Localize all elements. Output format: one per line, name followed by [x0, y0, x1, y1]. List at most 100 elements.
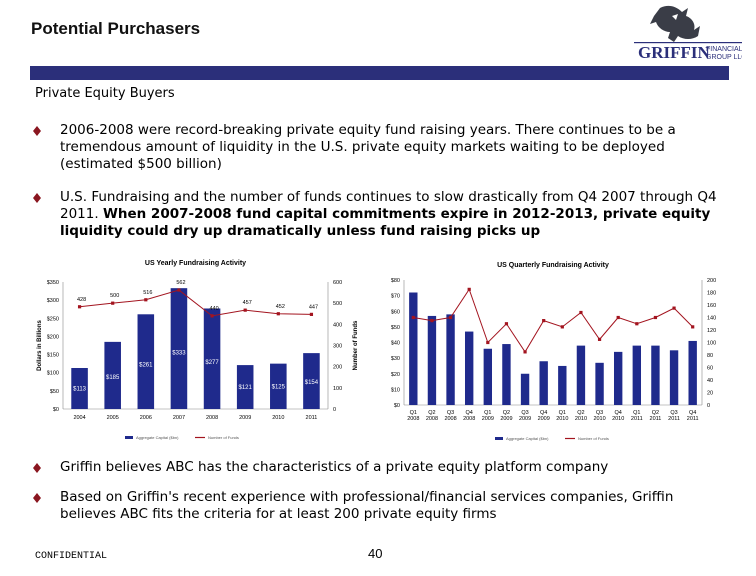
bar-value-label: $113 [73, 387, 87, 393]
y2-tick-label: 200 [333, 365, 342, 371]
line-point [309, 312, 314, 316]
chart-bar [236, 365, 254, 409]
x-tick-label: Q2 [652, 410, 659, 416]
bullet-diamond-icon [33, 463, 41, 473]
y-tick-label: $80 [391, 278, 400, 284]
line-point [111, 301, 115, 305]
line-point [467, 287, 471, 291]
y2-tick-label: 120 [707, 328, 716, 334]
chart-bar [270, 363, 287, 409]
line-point [243, 308, 247, 312]
chart-bar [203, 308, 221, 409]
line-value-label: 457 [243, 300, 252, 306]
bar-value-label: $277 [205, 360, 219, 366]
y2-tick-label: 40 [707, 378, 713, 384]
chart-bar [71, 367, 88, 409]
page-number: 40 [368, 546, 383, 561]
x-tick-label: 2011 [650, 416, 662, 422]
chart-bar [502, 344, 511, 405]
legend-swatch-bar [125, 436, 133, 439]
line-point [635, 322, 639, 326]
y-tick-label: $50 [50, 389, 59, 395]
y2-tick-label: 60 [707, 366, 713, 372]
y2-tick-label: 80 [707, 353, 713, 359]
line-point [523, 350, 527, 354]
company-logo: GRIFFIN FINANCIAL GROUP LLC [612, 2, 746, 62]
chart-bar [427, 315, 437, 405]
chart-bar [613, 351, 623, 405]
x-tick-label: 2008 [407, 416, 419, 422]
chart-bar [669, 350, 679, 405]
line-point [504, 322, 509, 326]
y-tick-label: $0 [394, 403, 400, 409]
x-tick-label: 2010 [593, 416, 605, 422]
page-title: Potential Purchasers [31, 19, 201, 38]
x-tick-label: 2011 [631, 416, 643, 422]
x-tick-label: Q3 [521, 410, 528, 416]
x-tick-label: Q4 [689, 410, 696, 416]
legend-label: Number of Funds [578, 436, 609, 441]
y-axis-title: Dollars in Billions [37, 320, 43, 371]
bullet-text: U.S. Fundraising and the number of funds… [60, 189, 717, 239]
y-tick-label: $20 [391, 372, 400, 378]
bullet-diamond-icon [33, 193, 41, 203]
x-tick-label: 2008 [444, 416, 456, 422]
x-tick-label: 2011 [306, 415, 318, 421]
chart-bar [632, 345, 642, 405]
bar-value-label: $121 [239, 385, 253, 391]
x-tick-label: 2008 [463, 416, 475, 422]
y2-tick-label: 400 [333, 322, 342, 328]
line-value-label: 447 [309, 304, 318, 310]
x-tick-label: Q1 [633, 410, 640, 416]
x-tick-label: 2009 [538, 416, 550, 422]
line-point [691, 325, 695, 329]
bullet-diamond-icon [33, 493, 41, 503]
chart-bar [520, 373, 530, 405]
line-point [597, 337, 602, 341]
chart-bar [688, 340, 697, 405]
y2-tick-label: 100 [333, 386, 342, 392]
x-tick-label: 2010 [556, 416, 568, 422]
chart-bar [409, 292, 418, 405]
line-point [144, 298, 148, 302]
section-title: Private Equity Buyers [35, 86, 175, 101]
line-point [210, 314, 214, 318]
line-value-label: 440 [209, 306, 218, 312]
chart-bar [595, 362, 604, 405]
y-tick-label: $10 [391, 387, 400, 393]
legend-label: Number of Funds [208, 435, 239, 440]
y-tick-label: $200 [47, 334, 59, 340]
chart-bar [464, 331, 474, 405]
bullet-text: Based on Griffin's recent experience wit… [60, 489, 674, 522]
x-tick-label: Q3 [670, 410, 677, 416]
y-tick-label: $350 [47, 280, 59, 286]
chart-line-series [79, 289, 312, 317]
x-tick-label: 2011 [668, 416, 680, 422]
y2-tick-label: 180 [707, 291, 716, 297]
line-point [672, 306, 676, 310]
chart-title: US Quarterly Fundraising Activity [497, 262, 609, 269]
chart-bar [170, 288, 188, 409]
bar-value-label: $125 [272, 385, 286, 391]
legend-swatch-bar [495, 437, 503, 440]
legend-label: Aggregate Capital ($bn) [136, 435, 179, 440]
x-tick-label: 2009 [239, 415, 251, 421]
y2-tick-label: 300 [333, 344, 342, 350]
chart-title: US Yearly Fundraising Activity [145, 260, 246, 267]
x-tick-label: 2008 [426, 416, 438, 422]
bullet-text: 2006-2008 were record-breaking private e… [60, 122, 676, 172]
chart-bar [104, 341, 121, 409]
y2-tick-label: 600 [333, 280, 342, 286]
y2-tick-label: 140 [707, 316, 716, 322]
line-value-label: 500 [110, 293, 119, 299]
bar-value-label: $185 [106, 375, 120, 381]
line-point [411, 315, 415, 320]
logo-wordmark: GRIFFIN [638, 43, 711, 62]
x-tick-label: Q4 [466, 410, 473, 416]
x-tick-label: Q1 [484, 410, 491, 416]
bullet-diamond-icon [33, 126, 41, 136]
footer-confidential: CONFIDENTIAL [35, 551, 108, 562]
yearly-chart-svg: US Yearly Fundraising Activity $0 $50 $100 $… [37, 260, 359, 440]
y-tick-label: $250 [47, 316, 59, 322]
line-point [430, 319, 434, 323]
